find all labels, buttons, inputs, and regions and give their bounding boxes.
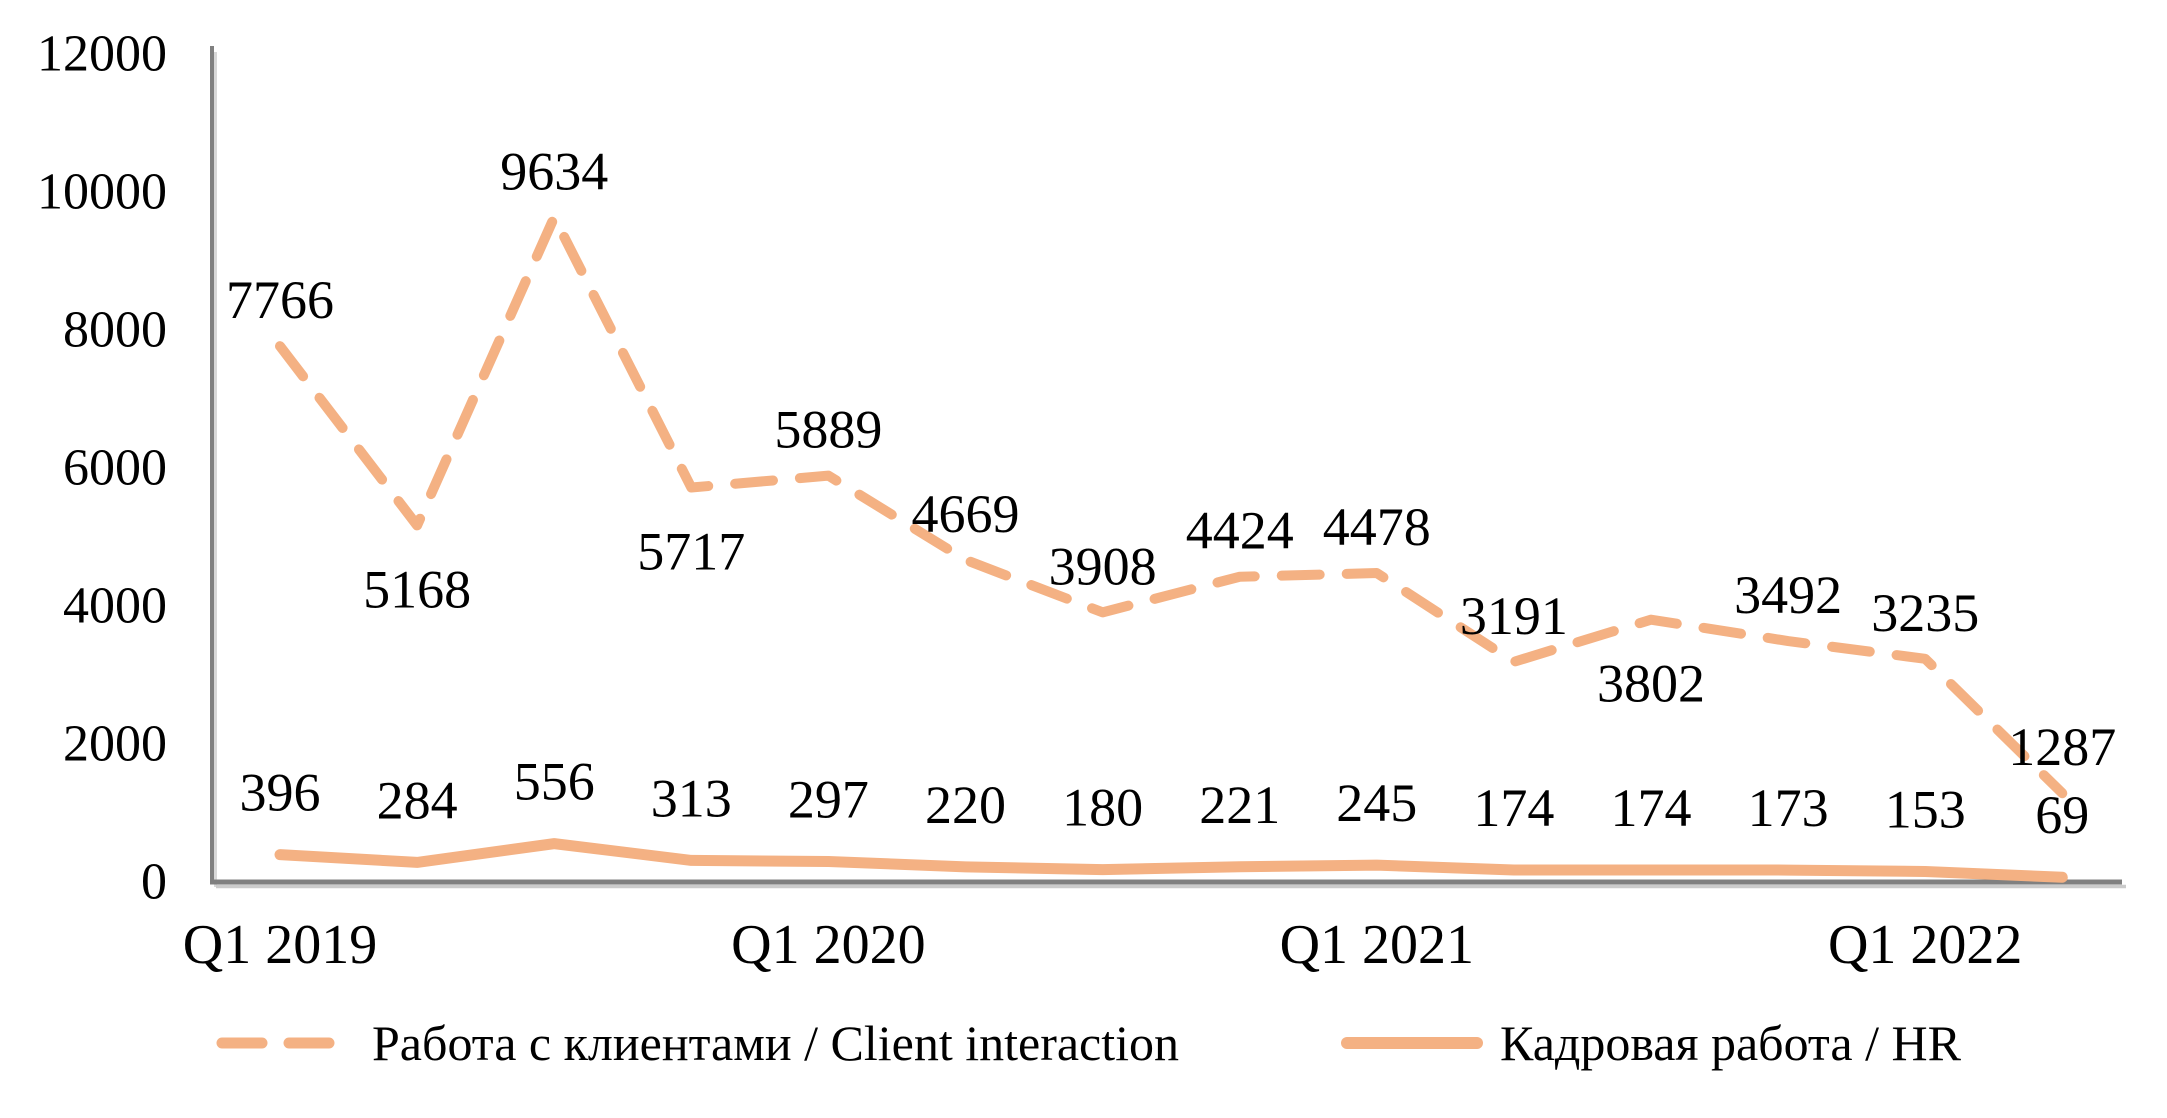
data-label: 4669 — [912, 484, 1020, 544]
data-label: 5717 — [637, 522, 745, 582]
legend: Работа с клиентами / Client interaction … — [216, 1015, 1962, 1071]
data-labels: 7766 5168 9634 5717 5889 4669 3908 4424 4478 3191… — [226, 141, 2116, 845]
data-label: 245 — [1336, 773, 1417, 833]
legend-label-hr: Кадровая работа / HR — [1500, 1015, 1962, 1071]
data-label: 3191 — [1460, 586, 1568, 646]
data-label: 313 — [651, 768, 732, 828]
y-tick-label: 4000 — [63, 578, 167, 635]
data-label: 220 — [925, 775, 1006, 835]
y-tick-label: 10000 — [37, 164, 167, 221]
data-label: 174 — [1473, 778, 1554, 838]
data-label: 556 — [514, 752, 595, 812]
data-label: 221 — [1199, 775, 1280, 835]
x-axis-tick-labels: Q1 2019 Q1 2020 Q1 2021 Q1 2022 — [183, 914, 2023, 976]
x-tick-label: Q1 2020 — [731, 914, 925, 976]
series-line-client-interaction — [275, 212, 2068, 799]
data-label: 180 — [1062, 778, 1143, 838]
data-label: 3802 — [1597, 654, 1705, 714]
y-axis-tick-labels: 0 2000 4000 6000 8000 10000 12000 — [37, 26, 167, 911]
data-label: 1287 — [2008, 717, 2116, 777]
series-line-hr — [274, 838, 2068, 883]
series-layer — [274, 212, 2068, 883]
data-label: 284 — [377, 770, 458, 830]
data-label: 5889 — [774, 400, 882, 460]
data-label: 3908 — [1049, 536, 1157, 596]
y-tick-label: 0 — [141, 854, 167, 911]
data-label: 9634 — [500, 141, 608, 201]
x-tick-label: Q1 2019 — [183, 914, 377, 976]
y-tick-label: 6000 — [63, 440, 167, 497]
data-label: 153 — [1885, 779, 1966, 839]
data-label: 7766 — [226, 270, 334, 330]
data-label: 174 — [1611, 778, 1692, 838]
data-label: 3492 — [1734, 565, 1842, 625]
data-label: 297 — [788, 770, 869, 830]
y-tick-label: 8000 — [63, 302, 167, 359]
x-tick-label: Q1 2021 — [1280, 914, 1474, 976]
data-label: 3235 — [1871, 583, 1979, 643]
data-label: 4424 — [1186, 501, 1294, 561]
data-label: 69 — [2035, 785, 2089, 845]
x-tick-label: Q1 2022 — [1828, 914, 2022, 976]
data-label: 396 — [240, 763, 321, 823]
y-tick-label: 2000 — [63, 716, 167, 773]
y-tick-label: 12000 — [37, 26, 167, 83]
axes — [210, 46, 2126, 889]
legend-label-client-interaction: Работа с клиентами / Client interaction — [372, 1015, 1179, 1071]
data-label: 173 — [1748, 778, 1829, 838]
data-label: 4478 — [1323, 497, 1431, 557]
data-label: 5168 — [363, 559, 471, 619]
